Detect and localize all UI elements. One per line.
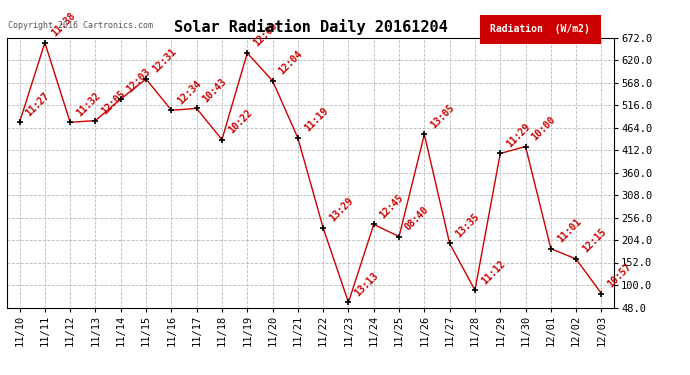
Text: 11:38: 11:38 [49, 10, 77, 39]
Text: 11:27: 11:27 [23, 90, 52, 118]
Text: 12:45: 12:45 [378, 192, 406, 220]
Text: 13:29: 13:29 [327, 196, 355, 224]
Text: 11:01: 11:01 [555, 217, 583, 244]
Text: 10:57: 10:57 [606, 262, 633, 290]
Text: 11:32: 11:32 [75, 90, 102, 118]
Text: Copyright 2016 Cartronics.com: Copyright 2016 Cartronics.com [8, 21, 153, 30]
Text: 11:29: 11:29 [504, 122, 532, 149]
Text: 08:40: 08:40 [403, 204, 431, 232]
Text: 13:35: 13:35 [454, 211, 482, 239]
Text: 10:00: 10:00 [530, 114, 558, 142]
Text: 12:34: 12:34 [175, 78, 204, 106]
Text: 13:05: 13:05 [428, 102, 456, 130]
Text: 12:04: 12:04 [277, 49, 304, 76]
Text: 12:31: 12:31 [150, 47, 178, 75]
Text: 10:22: 10:22 [226, 108, 254, 135]
Text: 12:15: 12:15 [580, 227, 608, 255]
Text: 13:13: 13:13 [353, 270, 380, 298]
Text: 11:12: 11:12 [479, 258, 507, 286]
Text: 12:00: 12:00 [251, 21, 279, 49]
Text: 11:19: 11:19 [302, 106, 330, 134]
Text: 12:03: 12:03 [125, 67, 152, 95]
Text: 12:05: 12:05 [99, 88, 128, 116]
Title: Solar Radiation Daily 20161204: Solar Radiation Daily 20161204 [174, 19, 447, 35]
Text: 10:43: 10:43 [201, 76, 228, 104]
Text: Radiation  (W/m2): Radiation (W/m2) [490, 24, 590, 34]
